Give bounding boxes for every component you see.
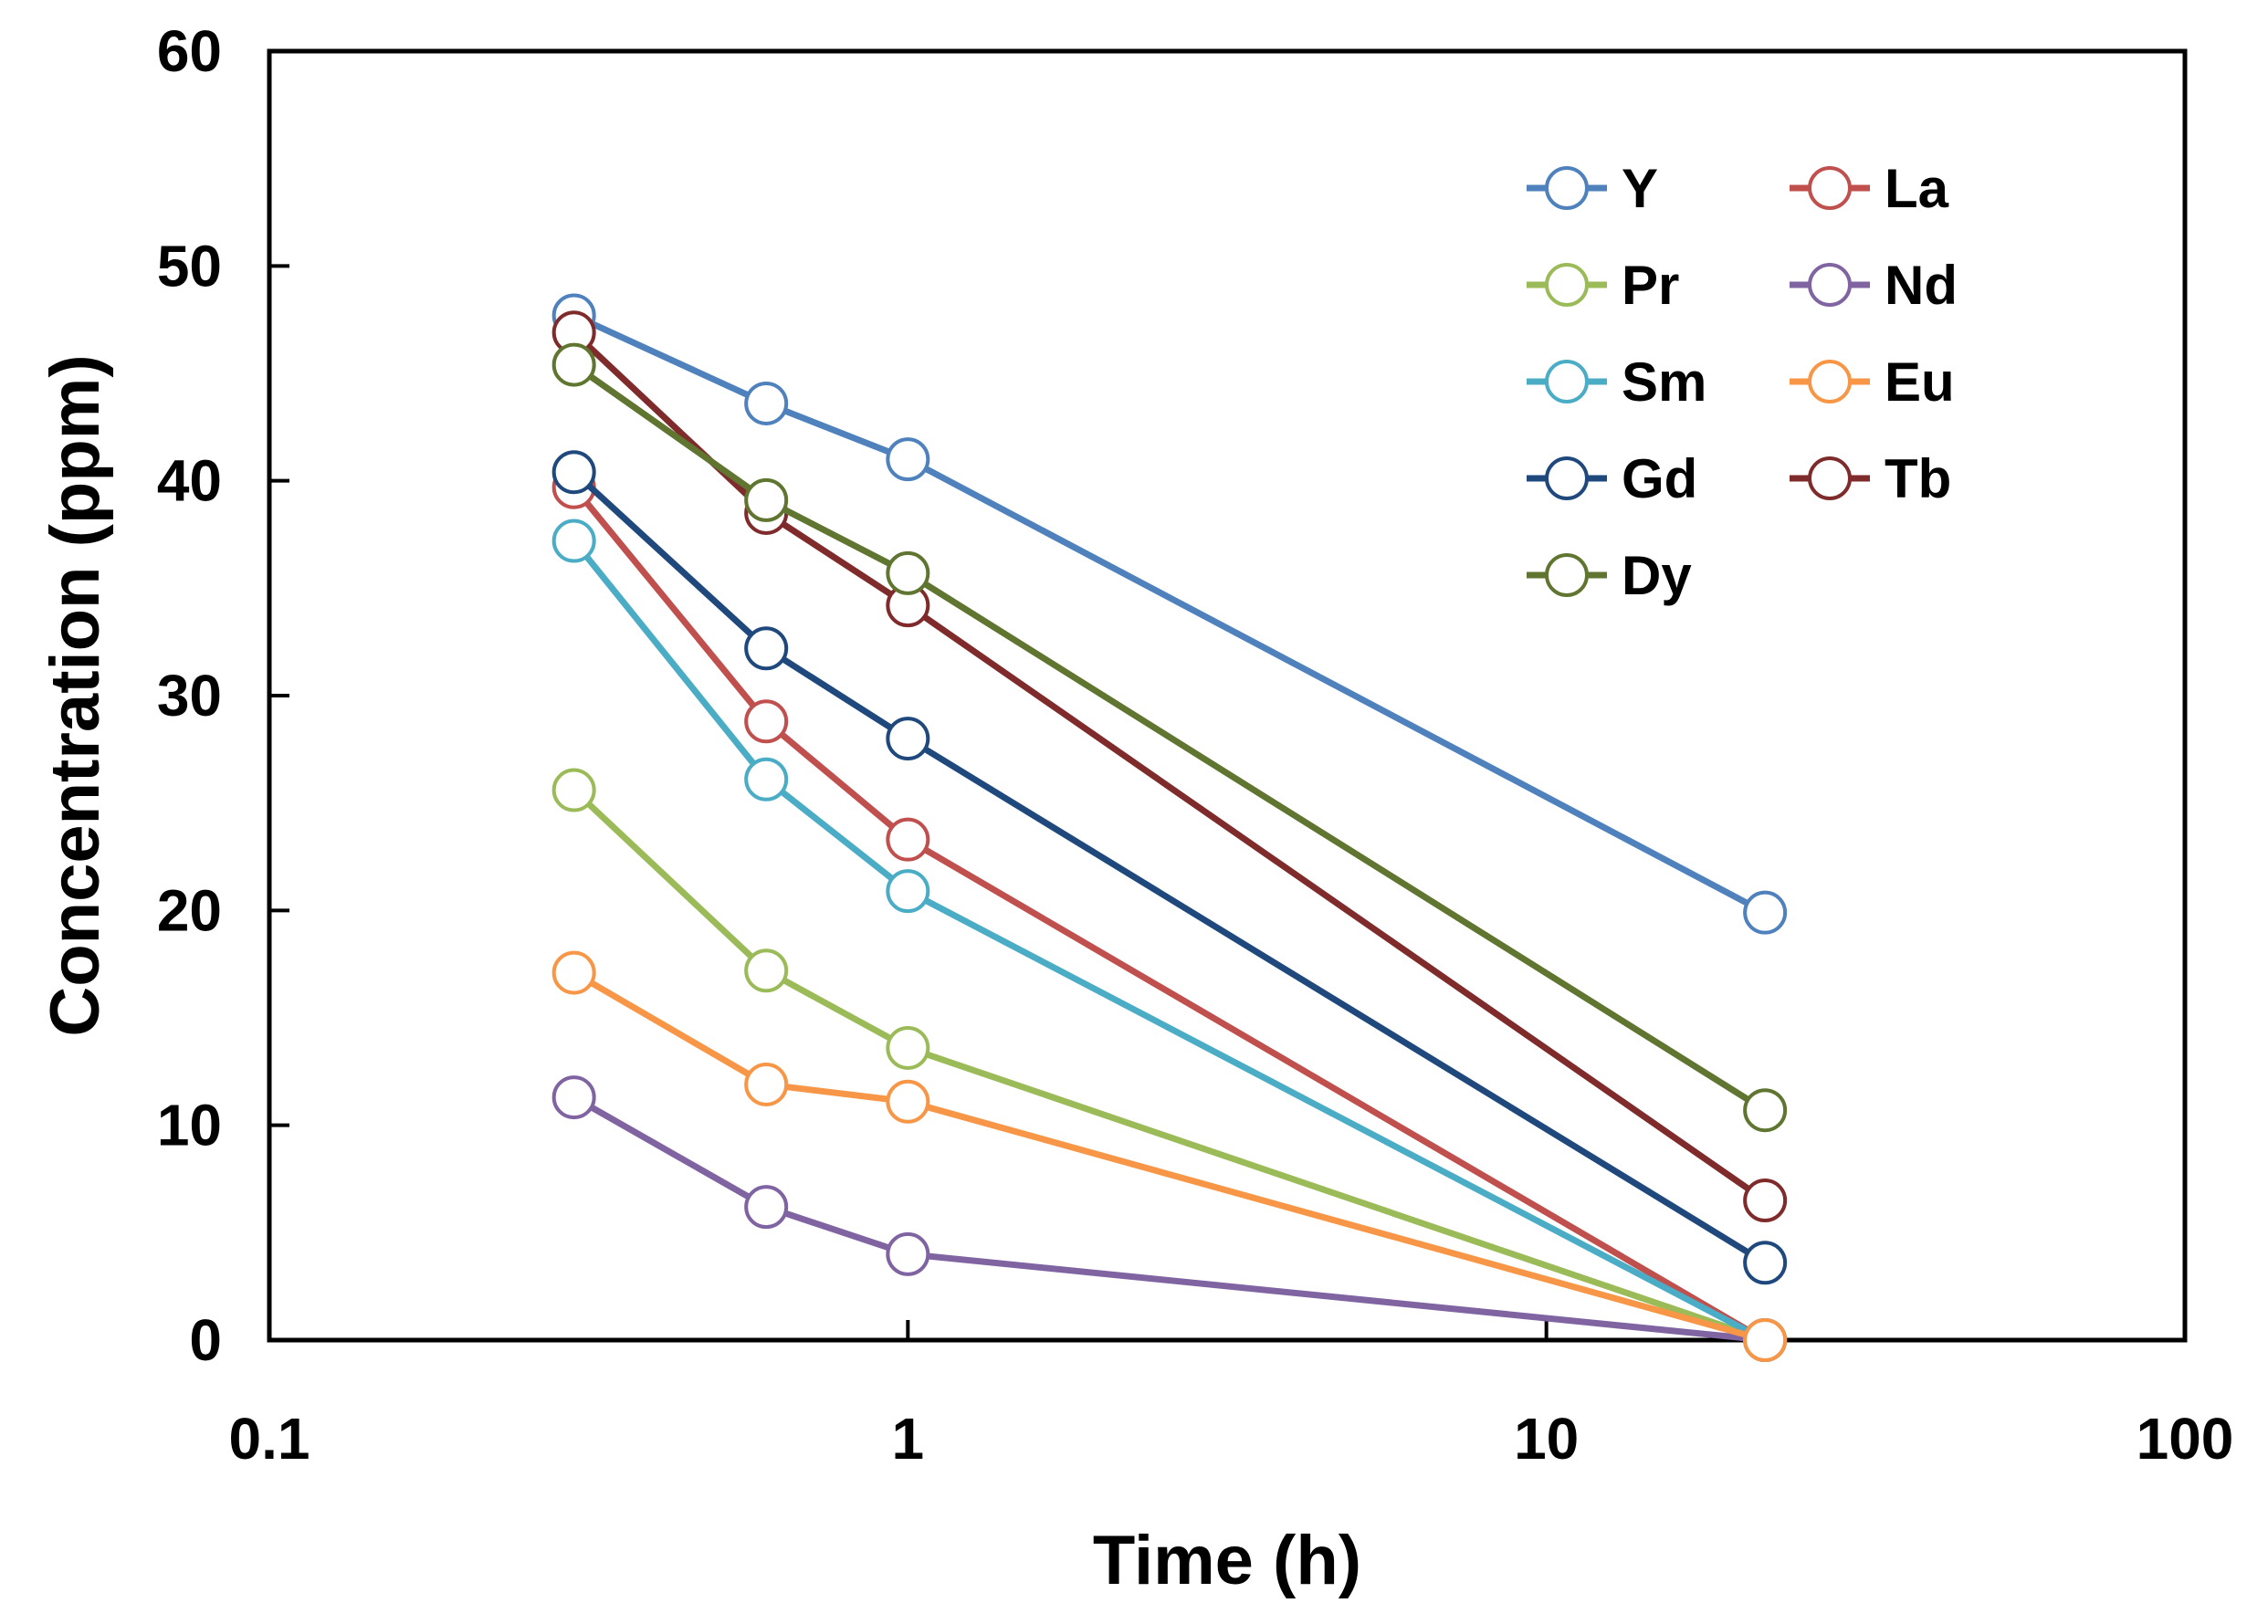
legend-item-pr: Pr	[1527, 255, 1679, 316]
legend-item-gd: Gd	[1527, 448, 1697, 509]
x-tick-label: 100	[2137, 1406, 2234, 1472]
data-point	[551, 450, 596, 495]
y-tick-label: 50	[157, 233, 222, 299]
x-tick-label: 1	[892, 1406, 925, 1472]
legend-marker	[1808, 456, 1852, 500]
series-line	[572, 787, 1767, 1344]
series-line	[572, 312, 1767, 916]
legend-marker	[1808, 263, 1852, 307]
legend: Y La Pr Nd Sm Eu Gd Tb Dy	[1527, 158, 1958, 606]
legend-marker	[1545, 456, 1589, 500]
x-axis-title: Time (h)	[1093, 1522, 1361, 1599]
series-line	[572, 969, 1767, 1344]
data-point	[744, 477, 789, 522]
legend-label: Pr	[1622, 255, 1679, 316]
legend-item-dy: Dy	[1527, 545, 1692, 606]
series-line	[571, 485, 1767, 1344]
legend-item-eu: Eu	[1790, 351, 1955, 413]
data-point	[744, 1062, 789, 1106]
x-tick-label: 10	[1514, 1406, 1579, 1472]
legend-marker	[1545, 360, 1589, 403]
legend-label: Gd	[1622, 448, 1697, 509]
y-tick-label: 30	[157, 663, 222, 728]
legend-item-la: La	[1790, 158, 1949, 219]
y-tick-label: 10	[157, 1093, 222, 1158]
data-point	[1743, 1241, 1788, 1285]
legend-item-nd: Nd	[1790, 255, 1958, 316]
legend-label: Y	[1622, 158, 1658, 219]
legend-label: Nd	[1885, 255, 1958, 316]
series-layer	[551, 293, 1788, 1362]
legend-marker	[1545, 263, 1589, 307]
series-line	[572, 1095, 1766, 1344]
x-axis-ticks: 0.1 1 10 100	[229, 1320, 2234, 1472]
data-point	[551, 342, 596, 387]
legend-label: Eu	[1885, 351, 1955, 413]
data-point	[551, 768, 596, 812]
legend-marker	[1808, 166, 1852, 210]
series-gd	[551, 450, 1788, 1285]
series-line	[572, 361, 1767, 1114]
series-eu	[551, 950, 1788, 1362]
legend-marker	[1808, 360, 1852, 403]
data-point	[551, 519, 596, 563]
legend-item-sm: Sm	[1527, 351, 1706, 413]
y-axis-ticks: 0 10 20 30 40 50 60	[157, 18, 289, 1373]
legend-marker	[1545, 166, 1589, 210]
data-point	[744, 757, 789, 802]
series-line	[572, 330, 1768, 1203]
data-point	[744, 626, 789, 671]
y-tick-label: 40	[157, 448, 222, 514]
legend-label: La	[1885, 158, 1949, 219]
x-tick-label: 0.1	[229, 1406, 310, 1472]
legend-label: Tb	[1885, 448, 1951, 509]
data-point	[1743, 1088, 1788, 1133]
y-tick-label: 60	[157, 18, 222, 84]
legend-item-y: Y	[1527, 158, 1658, 219]
y-tick-label: 0	[189, 1307, 222, 1373]
data-point	[744, 948, 789, 993]
data-point	[886, 817, 930, 862]
data-point	[886, 869, 930, 914]
data-point	[744, 699, 789, 744]
data-point	[551, 950, 596, 995]
data-point	[1743, 1318, 1788, 1362]
plot-area	[267, 48, 2188, 1343]
y-axis-title: Concentration (ppm)	[37, 354, 114, 1036]
data-point	[744, 381, 789, 425]
series-y	[551, 293, 1788, 935]
legend-item-tb: Tb	[1790, 448, 1951, 509]
data-point	[886, 717, 930, 761]
data-point	[1743, 1179, 1788, 1223]
data-point	[886, 1079, 930, 1124]
y-tick-label: 20	[157, 877, 222, 943]
series-dy	[551, 342, 1788, 1133]
data-point	[744, 1185, 789, 1230]
data-point	[886, 437, 930, 482]
data-point	[886, 1025, 930, 1070]
legend-label: Sm	[1622, 351, 1706, 413]
legend-label: Dy	[1622, 545, 1692, 606]
data-point	[886, 1231, 930, 1276]
data-point	[1743, 890, 1788, 935]
series-line	[572, 469, 1767, 1266]
data-point	[551, 1075, 596, 1120]
legend-marker	[1545, 553, 1589, 597]
data-point	[886, 550, 930, 595]
series-line	[571, 539, 1767, 1344]
